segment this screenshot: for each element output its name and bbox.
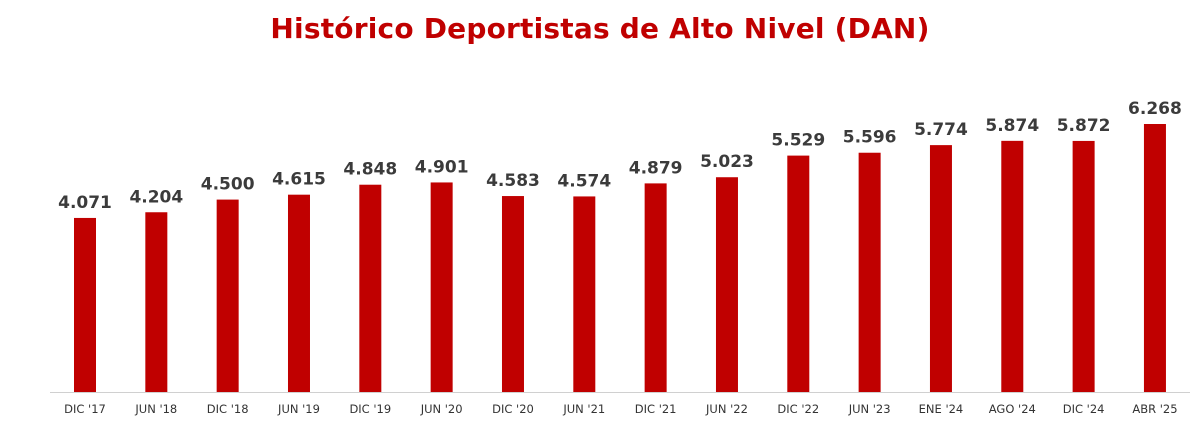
- value-label-14: 5.872: [1057, 116, 1111, 136]
- bar-7: [573, 196, 596, 392]
- x-tick-label-12: ENE '24: [919, 402, 964, 416]
- value-label-7: 4.574: [557, 171, 611, 191]
- value-label-12: 5.774: [914, 120, 968, 140]
- value-labels-layer: 4.071 4.204 4.500 4.615 4.848 4.901 4.583 4.574…: [58, 99, 1182, 213]
- bar-8: [644, 183, 667, 392]
- value-label-5: 4.901: [415, 157, 469, 177]
- x-tick-label-7: JUN '21: [562, 402, 605, 416]
- value-label-1: 4.204: [129, 187, 183, 207]
- bar-3: [287, 194, 310, 392]
- bar-15: [1143, 124, 1166, 392]
- bar-2: [216, 199, 239, 392]
- bar-14: [1072, 140, 1095, 392]
- bar-1: [145, 212, 168, 392]
- chart-title: Histórico Deportistas de Alto Nivel (DAN…: [270, 12, 930, 45]
- bar-10: [787, 155, 810, 392]
- x-tick-label-14: DIC '24: [1063, 402, 1105, 416]
- value-label-2: 4.500: [201, 175, 255, 195]
- value-label-10: 5.529: [771, 131, 825, 151]
- value-label-3: 4.615: [272, 170, 326, 190]
- value-label-6: 4.583: [486, 171, 540, 191]
- x-tick-label-6: DIC '20: [492, 402, 534, 416]
- bar-6: [501, 196, 524, 392]
- value-label-0: 4.071: [58, 193, 112, 213]
- bar-0: [74, 217, 96, 392]
- bar-4: [359, 184, 382, 392]
- x-tick-label-5: JUN '20: [420, 402, 463, 416]
- bar-13: [1001, 140, 1024, 392]
- value-label-15: 6.268: [1128, 99, 1182, 119]
- value-label-13: 5.874: [985, 116, 1039, 136]
- bar-12: [929, 145, 952, 392]
- value-label-4: 4.848: [343, 160, 397, 180]
- x-tick-label-10: DIC '22: [777, 402, 819, 416]
- bar-11: [858, 152, 881, 392]
- value-label-9: 5.023: [700, 152, 754, 172]
- value-label-8: 4.879: [629, 158, 683, 178]
- x-tick-label-3: JUN '19: [277, 402, 320, 416]
- bar-9: [715, 177, 738, 392]
- x-tick-label-13: AGO '24: [989, 402, 1036, 416]
- x-tick-label-2: DIC '18: [207, 402, 249, 416]
- value-label-11: 5.596: [843, 128, 897, 148]
- bar-5: [430, 182, 453, 392]
- x-tick-label-9: JUN '22: [705, 402, 748, 416]
- bars-layer: [74, 124, 1166, 392]
- x-tick-label-8: DIC '21: [635, 402, 677, 416]
- x-tick-label-1: JUN '18: [134, 402, 177, 416]
- x-tick-label-11: JUN '23: [848, 402, 891, 416]
- tick-labels-layer: DIC '17 JUN '18 DIC '18 JUN '19 DIC '19 JUN '…: [64, 402, 1177, 416]
- x-tick-label-4: DIC '19: [349, 402, 391, 416]
- x-tick-label-0: DIC '17: [64, 402, 106, 416]
- x-tick-label-15: ABR '25: [1132, 402, 1177, 416]
